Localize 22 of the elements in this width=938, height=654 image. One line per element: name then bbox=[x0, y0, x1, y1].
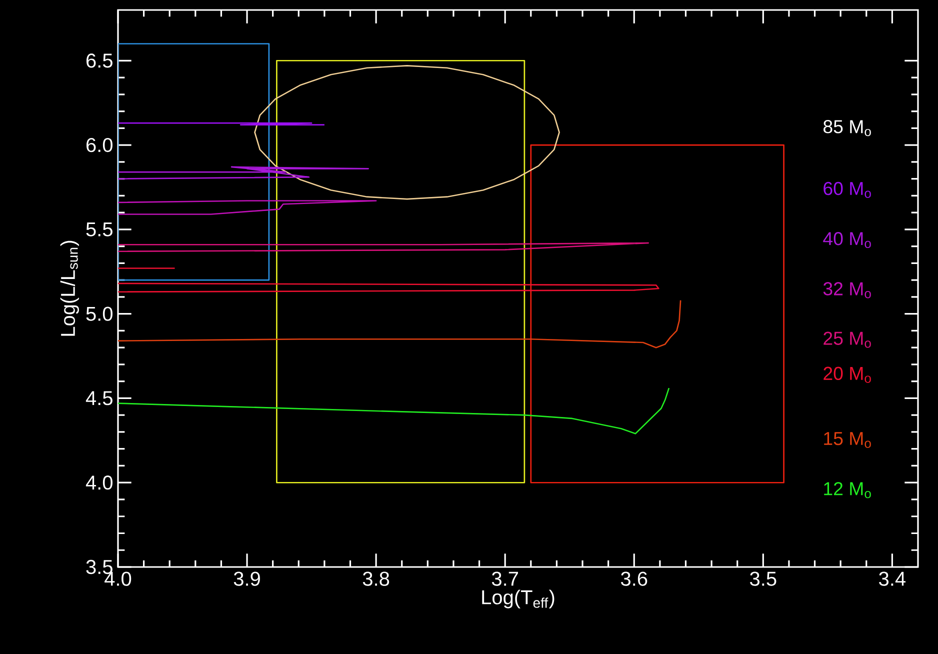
text: 25 M$_{o}$ bbox=[824, 332, 871, 348]
y-tick-label: 5.0 bbox=[86, 306, 112, 321]
text: 40 M$_{o}$ bbox=[823, 232, 871, 248]
x-tick-label: 3.9 bbox=[234, 572, 260, 586]
y-axis-title: Log(L/L$_{sun}$) bbox=[60, 240, 79, 336]
x-tick-label: 3.7 bbox=[492, 572, 518, 586]
y-tick-label: 5.5 bbox=[86, 222, 112, 236]
text: 32 M$_{o}$ bbox=[823, 282, 871, 298]
x-tick-label: 3.5 bbox=[750, 572, 776, 586]
y-tick-label: 4.0 bbox=[86, 476, 112, 490]
y-tick-label: 4.5 bbox=[86, 391, 112, 406]
text: 20 M$_{o}$ bbox=[824, 366, 871, 383]
annotation: 85 M$_{o}$ bbox=[824, 120, 871, 136]
x-tick-label: 3.8 bbox=[362, 572, 390, 586]
x-tick-label: 3.6 bbox=[620, 572, 648, 586]
text: 12 M$_{o}$ bbox=[824, 482, 871, 498]
y-tick-label: 6.0 bbox=[86, 138, 112, 152]
x-tick-label: 3.4 bbox=[879, 572, 906, 586]
x-axis-title: Log(T$_{eff}$) bbox=[482, 590, 554, 608]
text: 60 M$_{o}$ bbox=[824, 182, 871, 198]
y-tick-label: 6.5 bbox=[86, 54, 112, 68]
text: 15 M$_{o}$ bbox=[824, 432, 871, 448]
